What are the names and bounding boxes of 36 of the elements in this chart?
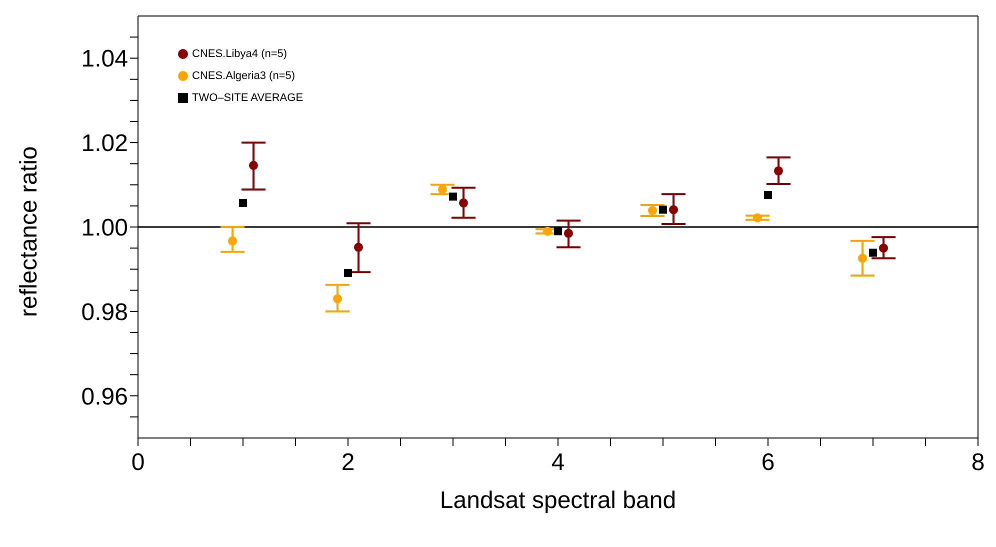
- point: [354, 242, 364, 252]
- point: [858, 254, 868, 263]
- point: [668, 205, 678, 214]
- point: [878, 244, 888, 253]
- legend-label: CNES.Algeria3 (n=5): [192, 70, 296, 82]
- point: [458, 198, 468, 208]
- point: [228, 236, 238, 246]
- point: [344, 269, 352, 277]
- point: [248, 160, 258, 170]
- point: [774, 166, 784, 176]
- x-tick-label: 6: [761, 449, 775, 476]
- y-tick-label: 0.98: [81, 298, 128, 326]
- legend-label: CNES.Libya4 (n=5): [192, 48, 288, 60]
- point: [869, 248, 877, 257]
- point: [449, 192, 457, 201]
- point: [752, 213, 762, 222]
- x-axis-title: Landsat spectral band: [440, 487, 676, 514]
- point: [554, 227, 562, 236]
- point: [659, 206, 667, 214]
- x-tick-label: 4: [551, 449, 565, 476]
- point: [764, 190, 772, 199]
- y-axis-title: reflectance ratio: [16, 146, 43, 317]
- point: [438, 184, 448, 194]
- y-tick-label: 0.96: [81, 383, 128, 410]
- point: [564, 228, 574, 238]
- point: [332, 294, 342, 304]
- y-tick-label: 1.04: [81, 46, 128, 73]
- x-tick-label: 8: [971, 449, 985, 476]
- legend-label: TWO–SITE AVERAGE: [192, 92, 304, 104]
- point: [239, 198, 247, 207]
- point: [648, 206, 658, 216]
- y-tick-label: 1.02: [81, 130, 128, 158]
- x-tick-label: 2: [341, 449, 355, 476]
- y-tick-label: 1.00: [81, 214, 128, 242]
- x-tick-label: 0: [131, 449, 145, 476]
- point: [542, 226, 552, 236]
